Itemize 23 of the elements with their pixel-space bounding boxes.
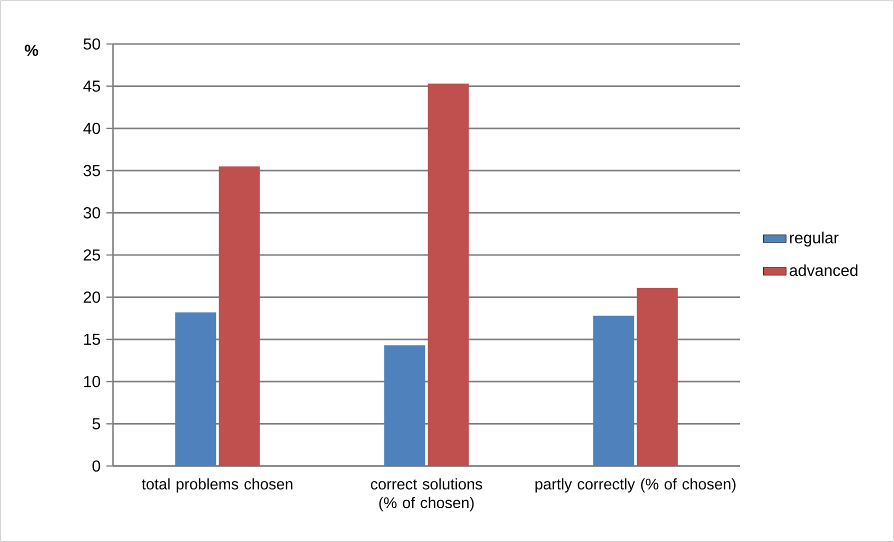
y-tick-label: 20 [84, 292, 100, 303]
legend-label: advanced [790, 264, 858, 276]
bar [636, 288, 678, 466]
bar [218, 166, 260, 466]
bar [428, 84, 469, 466]
bar [384, 345, 426, 466]
legend-label: regular [790, 232, 839, 247]
x-tick-label: partly correctly (% of chosen) [536, 478, 736, 493]
y-tick-label: 40 [83, 122, 100, 134]
y-tick-label: 35 [84, 164, 100, 176]
y-tick-label: 10 [84, 376, 100, 388]
y-tick-label: 30 [84, 207, 100, 218]
x-tick-label: correct solutions (% of chosen) [370, 478, 482, 512]
x-tick-label: total problems chosen [142, 478, 292, 493]
y-tick-label: 25 [84, 249, 100, 261]
y-tick-label: 5 [92, 418, 100, 430]
y-axis-title: % [24, 44, 38, 56]
bar [593, 316, 634, 466]
y-tick-label: 0 [92, 460, 100, 472]
y-tick-label: 45 [83, 80, 100, 92]
y-tick-label: 50 [84, 38, 100, 50]
bar [175, 312, 216, 466]
y-tick-label: 15 [84, 334, 100, 345]
